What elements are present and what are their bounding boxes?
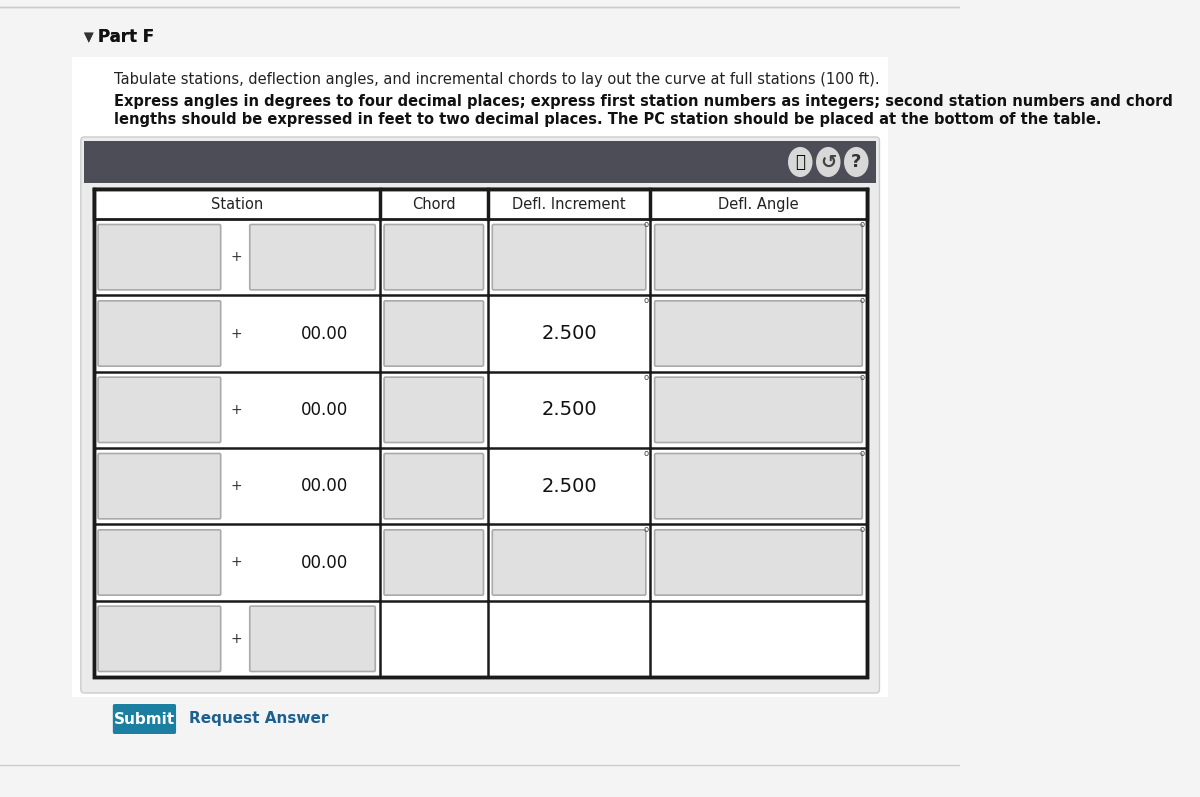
- FancyBboxPatch shape: [98, 300, 221, 366]
- FancyBboxPatch shape: [655, 225, 863, 290]
- Text: Station: Station: [210, 197, 263, 211]
- FancyBboxPatch shape: [98, 377, 221, 442]
- Text: lengths should be expressed in feet to two decimal places. The PC station should: lengths should be expressed in feet to t…: [114, 112, 1102, 127]
- Text: o: o: [860, 220, 865, 229]
- Text: o: o: [643, 525, 649, 534]
- Text: +: +: [230, 479, 242, 493]
- Text: 2.500: 2.500: [541, 477, 596, 496]
- Text: 💡: 💡: [796, 153, 805, 171]
- FancyBboxPatch shape: [384, 377, 484, 442]
- Text: Tabulate stations, deflection angles, and incremental chords to lay out the curv: Tabulate stations, deflection angles, an…: [114, 72, 880, 87]
- Text: o: o: [860, 449, 865, 458]
- FancyBboxPatch shape: [98, 453, 221, 519]
- FancyBboxPatch shape: [98, 530, 221, 595]
- Text: ?: ?: [851, 153, 862, 171]
- FancyBboxPatch shape: [98, 607, 221, 672]
- FancyBboxPatch shape: [384, 300, 484, 366]
- Text: ▼: ▼: [84, 30, 94, 44]
- Text: Defl. Angle: Defl. Angle: [718, 197, 799, 211]
- Circle shape: [817, 148, 840, 176]
- Text: +: +: [230, 402, 242, 417]
- Bar: [72, 57, 888, 697]
- Text: 00.00: 00.00: [301, 324, 348, 343]
- FancyBboxPatch shape: [113, 704, 176, 734]
- Bar: [94, 189, 866, 677]
- Text: +: +: [230, 327, 242, 340]
- Text: o: o: [643, 220, 649, 229]
- FancyBboxPatch shape: [384, 453, 484, 519]
- Circle shape: [845, 148, 868, 176]
- Text: Express angles in degrees to four decimal places; express first station numbers : Express angles in degrees to four decima…: [114, 93, 1174, 108]
- FancyBboxPatch shape: [98, 225, 221, 290]
- Bar: [94, 189, 866, 219]
- Text: Defl. Increment: Defl. Increment: [512, 197, 626, 211]
- FancyBboxPatch shape: [492, 530, 646, 595]
- Text: o: o: [643, 296, 649, 305]
- Bar: [94, 189, 866, 677]
- Text: Submit: Submit: [114, 712, 175, 727]
- FancyBboxPatch shape: [250, 225, 376, 290]
- Text: +: +: [230, 250, 242, 264]
- FancyBboxPatch shape: [655, 377, 863, 442]
- Text: ↺: ↺: [820, 152, 836, 171]
- Text: o: o: [643, 449, 649, 458]
- Text: 00.00: 00.00: [301, 553, 348, 571]
- Text: 2.500: 2.500: [541, 324, 596, 343]
- Text: o: o: [860, 373, 865, 382]
- Text: Chord: Chord: [412, 197, 456, 211]
- FancyBboxPatch shape: [384, 225, 484, 290]
- Text: ▼: ▼: [84, 30, 94, 44]
- Text: Request Answer: Request Answer: [188, 712, 329, 727]
- FancyBboxPatch shape: [80, 137, 880, 693]
- Text: +: +: [230, 632, 242, 646]
- FancyBboxPatch shape: [384, 530, 484, 595]
- Text: 00.00: 00.00: [301, 477, 348, 495]
- FancyBboxPatch shape: [655, 530, 863, 595]
- Circle shape: [790, 148, 811, 176]
- FancyBboxPatch shape: [655, 453, 863, 519]
- Text: 00.00: 00.00: [301, 401, 348, 419]
- Text: Part F: Part F: [98, 28, 155, 46]
- FancyBboxPatch shape: [492, 225, 646, 290]
- FancyBboxPatch shape: [250, 607, 376, 672]
- Text: +: +: [230, 556, 242, 570]
- Text: Part F: Part F: [98, 28, 155, 46]
- Bar: [84, 141, 876, 183]
- Text: o: o: [860, 525, 865, 534]
- FancyBboxPatch shape: [655, 300, 863, 366]
- Text: o: o: [860, 296, 865, 305]
- Text: o: o: [643, 373, 649, 382]
- Text: 2.500: 2.500: [541, 400, 596, 419]
